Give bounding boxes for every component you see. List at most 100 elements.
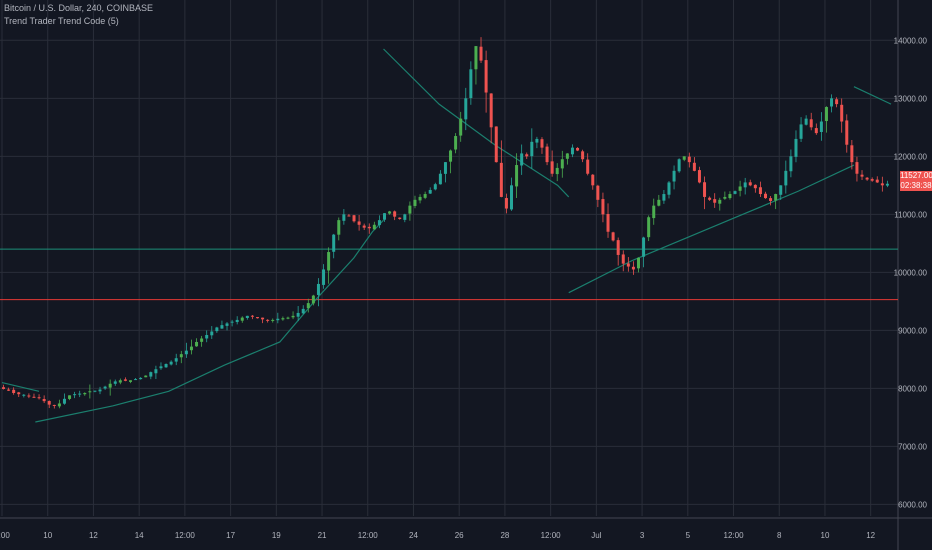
candle-body	[276, 318, 280, 321]
candle-body	[291, 315, 295, 318]
candle-body	[504, 198, 508, 209]
candle-body	[428, 189, 432, 194]
candle-body	[383, 213, 386, 220]
candle-body	[443, 162, 447, 174]
candle-body	[347, 215, 351, 217]
candle-body	[377, 220, 381, 226]
candle-body	[794, 138, 798, 157]
candle-body	[738, 186, 742, 191]
candle-body	[210, 331, 214, 336]
candle-body	[52, 404, 56, 406]
candle-body	[78, 393, 82, 395]
candle-body	[337, 220, 341, 235]
candle-body	[286, 317, 290, 319]
candle-body	[159, 366, 163, 369]
candle-body	[169, 361, 173, 365]
candle-body	[865, 177, 869, 180]
candle-body	[12, 389, 16, 394]
candle-body	[342, 214, 346, 221]
candle-body	[804, 118, 808, 125]
candle-body	[764, 193, 767, 199]
time-tick-label: 26	[455, 531, 464, 540]
candle-body	[398, 217, 402, 219]
candle-body	[225, 323, 229, 326]
time-tick-label: 19	[272, 531, 281, 540]
price-tick-label: 11000.00	[894, 210, 927, 219]
indicator-title[interactable]: Trend Trader Trend Code (5)	[4, 16, 119, 26]
candle-body	[479, 46, 483, 61]
symbol-title: Bitcoin / U.S. Dollar, 240, COINBASE	[4, 3, 154, 13]
time-tick-label: 28	[500, 531, 509, 540]
candle-body	[403, 214, 407, 220]
candle-body	[530, 141, 534, 157]
candle-body	[332, 234, 336, 252]
candle-body	[637, 257, 640, 269]
candle-body	[261, 317, 265, 320]
candle-body	[296, 312, 300, 317]
candle-body	[870, 179, 874, 181]
candle-body	[474, 46, 478, 70]
candle-body	[164, 364, 168, 368]
candle-body	[520, 153, 524, 166]
time-tick-label: 24	[409, 531, 418, 540]
candle-body	[83, 393, 87, 395]
candle-body	[139, 377, 143, 380]
candle-body	[845, 120, 849, 145]
price-tick-label: 14000.00	[894, 36, 928, 45]
candle-body	[621, 254, 625, 264]
candle-body	[322, 269, 326, 285]
candle-body	[362, 225, 366, 228]
candle-body	[154, 369, 158, 374]
candle-body	[179, 354, 183, 358]
candle-body	[113, 381, 117, 384]
candle-body	[499, 162, 503, 197]
candle-body	[301, 308, 305, 314]
candle-body	[73, 394, 77, 396]
time-tick-label: 21	[318, 531, 327, 540]
candle-body	[875, 179, 879, 183]
candle-body	[682, 156, 686, 160]
candle-body	[515, 165, 519, 187]
time-tick-label: 12:00	[724, 531, 745, 540]
candle-body	[652, 205, 656, 219]
trend-code-segment	[853, 86, 892, 105]
candle-body	[469, 69, 473, 99]
candle-body	[708, 197, 712, 200]
candle-body	[616, 240, 620, 255]
candle-body	[814, 128, 818, 134]
candle-body	[565, 153, 569, 159]
candle-body	[311, 295, 315, 304]
candle-body	[880, 183, 884, 186]
candle-body	[484, 60, 488, 93]
candle-body	[281, 318, 285, 320]
candle-body	[606, 214, 610, 232]
time-axis: 2:00 10 12 14 12:00 17 19 21 12:00 24 26 28 12:00 Jul…	[0, 531, 876, 540]
candle-body	[240, 317, 244, 321]
candle-body	[316, 283, 320, 295]
candle-body	[779, 185, 783, 195]
candle-body	[408, 205, 412, 214]
candle-body	[215, 327, 219, 332]
candle-body	[535, 138, 539, 143]
candle-body	[144, 375, 148, 378]
candle-body	[647, 217, 651, 238]
candle-body	[98, 389, 102, 392]
candle-body	[388, 211, 392, 214]
candle-body	[93, 390, 97, 392]
candle-body	[748, 182, 752, 186]
candle-body	[774, 194, 778, 201]
candle-body	[235, 319, 239, 323]
candle-body	[789, 156, 793, 172]
trend-code-line	[1, 48, 892, 423]
trend-code-segment	[568, 164, 855, 294]
time-tick-label: 2:00	[0, 531, 10, 540]
candle-body	[459, 118, 463, 136]
candle-body	[245, 315, 249, 318]
candle-body	[184, 350, 188, 355]
time-tick-label: 14	[135, 531, 144, 540]
price-tick-label: 13000.00	[894, 94, 928, 103]
price-tick-label: 7000.00	[898, 442, 927, 451]
candle-body	[393, 211, 397, 217]
candle-body	[840, 104, 844, 122]
